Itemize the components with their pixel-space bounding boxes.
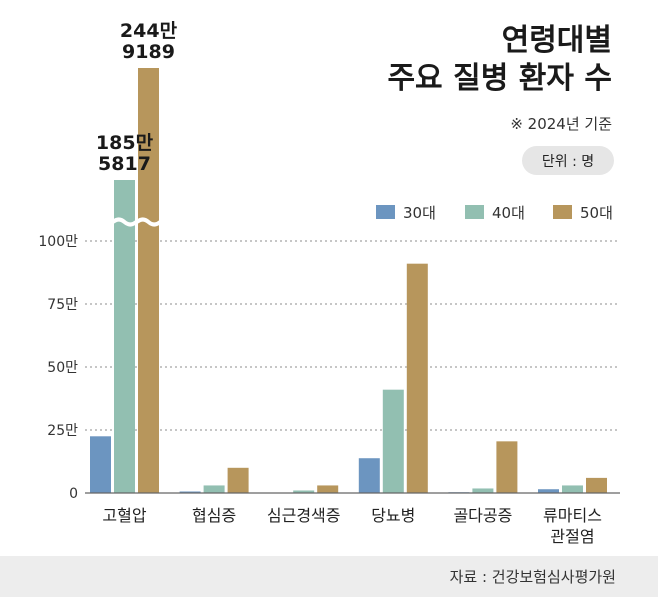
chart-note: ※ 2024년 기준: [510, 115, 612, 133]
chart-title-line: 주요 질병 환자 수: [387, 61, 612, 96]
y-tick-label: 25만: [47, 423, 78, 439]
bar: [227, 467, 249, 493]
category-label: 심근경색증: [267, 506, 341, 525]
bar: [293, 490, 315, 493]
y-tick-label: 50만: [47, 360, 78, 376]
category-label: 고혈압: [102, 506, 146, 525]
axis-breaks: [111, 217, 162, 227]
bar: [472, 488, 494, 493]
category-label: 협심증: [192, 506, 236, 525]
category-label: 당뇨병: [371, 506, 415, 525]
bar-value-label: 185만: [96, 132, 154, 154]
axis-break-mark: [135, 217, 162, 227]
bar-value-label: 9189: [122, 41, 175, 63]
y-tick-label: 75만: [47, 297, 78, 313]
bar-value-label: 244만: [120, 20, 178, 42]
legend: 30대 40대 50대: [376, 204, 613, 222]
legend-swatch: [465, 205, 484, 219]
bars: [90, 68, 607, 494]
bar: [382, 389, 404, 493]
bar: [90, 436, 111, 493]
category-label: 관절염: [550, 527, 594, 546]
legend-label: 30대: [403, 204, 436, 222]
bar: [179, 491, 201, 493]
bar: [358, 458, 380, 493]
category-label: 류마티스: [543, 506, 602, 525]
legend-label: 50대: [580, 204, 613, 222]
unit-badge: 단위 : 명: [522, 146, 614, 175]
unit-badge-label: 단위 : 명: [542, 154, 594, 170]
legend-swatch: [553, 205, 572, 219]
bar: [317, 485, 339, 493]
bar: [538, 489, 559, 493]
gridlines: [85, 240, 620, 431]
bar: [138, 68, 159, 493]
bar: [114, 180, 135, 493]
footer: 자료 : 건강보험심사평가원: [0, 556, 658, 597]
unit-badge-background: [522, 146, 614, 175]
axis-break-mark: [111, 217, 138, 227]
bar-value-label: 5817: [98, 153, 151, 175]
category-label: 골다공증: [453, 506, 512, 525]
bar: [562, 485, 583, 493]
bar: [203, 485, 225, 493]
source-text: 자료 : 건강보험심사평가원: [449, 568, 616, 586]
y-axis-ticks: 0 25만 50만 75만 100만: [38, 234, 78, 502]
y-tick-label: 0: [69, 486, 78, 502]
chart-title-line: 연령대별: [502, 23, 612, 58]
bar: [496, 441, 518, 493]
bar: [406, 263, 428, 493]
legend-swatch: [376, 205, 395, 219]
y-tick-label: 100만: [38, 234, 78, 250]
legend-label: 40대: [492, 204, 525, 222]
bar: [586, 477, 607, 493]
